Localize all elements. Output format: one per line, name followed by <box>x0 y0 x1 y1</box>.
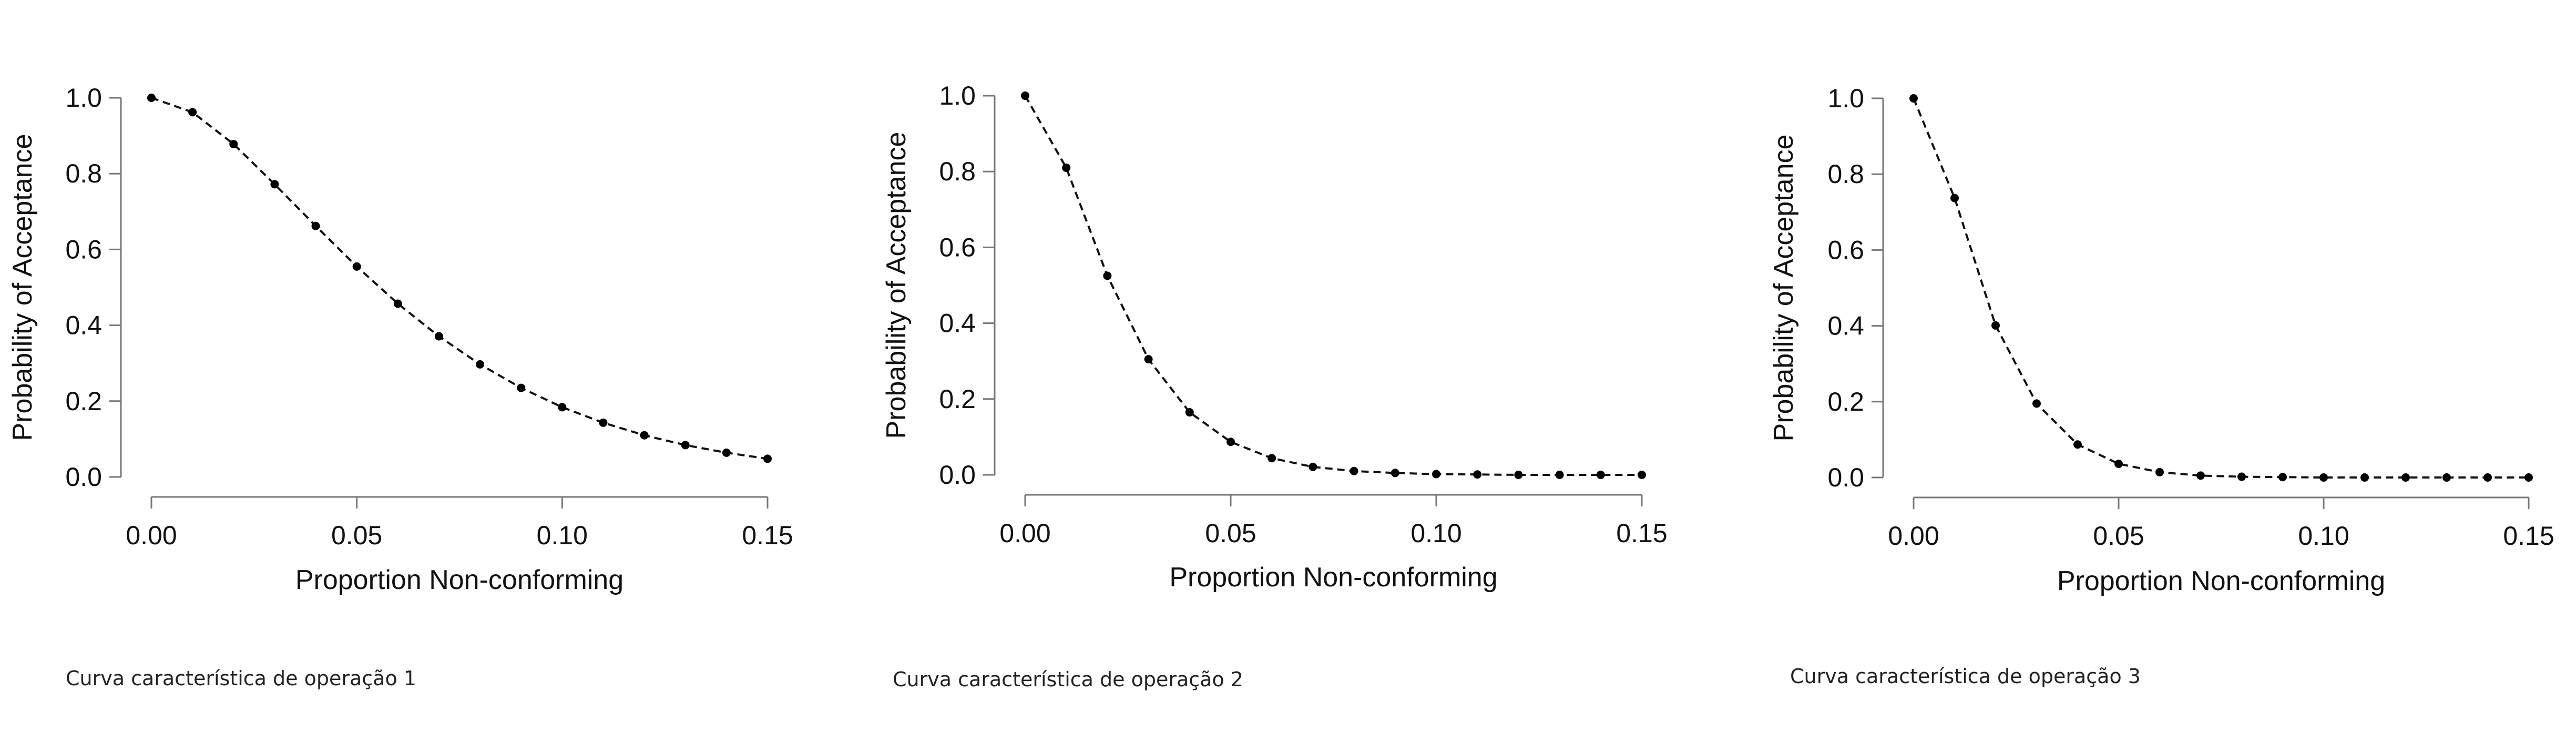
data-point <box>517 383 526 392</box>
y-tick-label: 0.4 <box>939 309 976 338</box>
data-point <box>147 94 156 102</box>
data-point <box>2442 473 2451 482</box>
data-point <box>229 139 238 148</box>
series-line <box>1913 98 2529 479</box>
data-point <box>1950 194 1959 202</box>
data-point <box>1309 462 1317 471</box>
data-point <box>1144 355 1153 364</box>
data-point <box>1432 470 1440 479</box>
y-tick-label: 0.8 <box>65 159 102 188</box>
data-point <box>2032 399 2041 408</box>
data-point <box>2278 473 2287 482</box>
x-tick-label: 0.10 <box>1410 518 1461 548</box>
x-tick-label: 0.05 <box>2093 521 2144 551</box>
y-tick-label: 0.6 <box>65 235 102 264</box>
y-tick-label: 0.0 <box>939 460 976 490</box>
data-point <box>1473 470 1482 479</box>
data-point <box>2319 473 2328 482</box>
data-point <box>599 418 608 427</box>
data-point <box>2196 471 2205 480</box>
data-point <box>1103 271 1112 280</box>
y-tick-label: 0.0 <box>65 462 102 492</box>
x-tick-label: 0.00 <box>126 521 177 550</box>
data-point <box>270 180 279 189</box>
data-point <box>2237 472 2246 481</box>
y-tick-label: 0.8 <box>1827 159 1864 189</box>
y-tick-label: 1.0 <box>65 83 102 113</box>
data-point <box>2114 460 2123 469</box>
y-tick-label: 1.0 <box>1827 84 1864 113</box>
data-point <box>1185 408 1194 417</box>
data-point <box>352 262 361 271</box>
data-point <box>1555 471 1564 479</box>
data-point <box>2073 440 2082 449</box>
x-tick-label: 0.15 <box>2503 521 2554 551</box>
data-point <box>1021 92 1029 100</box>
x-tick-label: 0.10 <box>2298 521 2349 551</box>
x-tick-label: 0.10 <box>537 521 588 550</box>
x-tick-label: 0.15 <box>1616 518 1667 548</box>
y-tick-label: 1.0 <box>939 81 976 110</box>
chart-3: 0.0 0.2 0.4 0.6 0.8 1.0 0.00 0.05 0.10 0.15 Propor… <box>1769 84 2554 596</box>
x-tick-label: 0.05 <box>1205 518 1256 548</box>
x-axis-label: Proportion Non-conforming <box>295 565 623 595</box>
data-point <box>393 299 402 308</box>
y-tick-label: 0.6 <box>1827 235 1864 265</box>
data-point <box>1391 469 1399 477</box>
data-point <box>763 454 772 463</box>
y-axis-label: Probability of Acceptance <box>1769 135 1799 442</box>
caption-chart-2: Curva característica de operação 2 <box>893 668 1243 691</box>
y-axis-label: Probability of Acceptance <box>881 132 912 439</box>
data-point <box>1062 163 1071 172</box>
data-point <box>476 360 485 369</box>
data-point <box>2524 473 2533 482</box>
series-line <box>1024 95 1642 476</box>
data-point <box>558 403 567 412</box>
data-point <box>188 108 197 117</box>
data-point <box>1638 471 1646 479</box>
y-tick-label: 0.6 <box>939 232 976 262</box>
y-tick-label: 0.2 <box>65 387 102 416</box>
y-tick-label: 0.4 <box>1827 311 1864 341</box>
data-point <box>1226 438 1235 446</box>
data-point <box>1596 471 1605 479</box>
series-line <box>151 97 768 460</box>
data-point <box>1991 321 2000 330</box>
data-point <box>1909 94 1918 103</box>
caption-chart-3: Curva característica de operação 3 <box>1790 665 2141 688</box>
x-tick-label: 0.00 <box>1888 521 1939 551</box>
x-axis-label: Proportion Non-conforming <box>2057 566 2385 596</box>
data-point <box>681 441 690 450</box>
x-tick-label: 0.05 <box>331 521 382 550</box>
data-point <box>640 431 649 440</box>
y-tick-label: 0.8 <box>939 157 976 186</box>
chart-1: 0.0 0.2 0.4 0.6 0.8 1.0 0.00 0.05 0.10 0.15 Propor… <box>7 83 793 595</box>
x-axis-label: Proportion Non-conforming <box>1169 562 1497 593</box>
data-point <box>1514 471 1523 479</box>
x-tick-label: 0.00 <box>999 518 1050 548</box>
data-point <box>311 221 320 230</box>
y-axis-label: Probability of Acceptance <box>7 134 38 441</box>
y-tick-label: 0.2 <box>939 384 976 414</box>
caption-chart-1: Curva característica de operação 1 <box>66 667 416 690</box>
data-point <box>434 332 443 341</box>
y-tick-label: 0.0 <box>1827 463 1864 492</box>
data-point <box>2155 467 2164 476</box>
x-tick-label: 0.15 <box>742 521 793 550</box>
data-point <box>722 448 731 457</box>
data-point <box>1350 466 1358 475</box>
data-point <box>2483 473 2492 482</box>
data-point <box>1267 454 1276 463</box>
y-tick-label: 0.2 <box>1827 387 1864 416</box>
data-point <box>2401 473 2410 482</box>
data-point <box>2360 473 2369 482</box>
y-tick-label: 0.4 <box>65 311 102 340</box>
chart-2: 0.0 0.2 0.4 0.6 0.8 1.0 0.00 0.05 0.10 0.15 Propor… <box>881 81 1668 593</box>
